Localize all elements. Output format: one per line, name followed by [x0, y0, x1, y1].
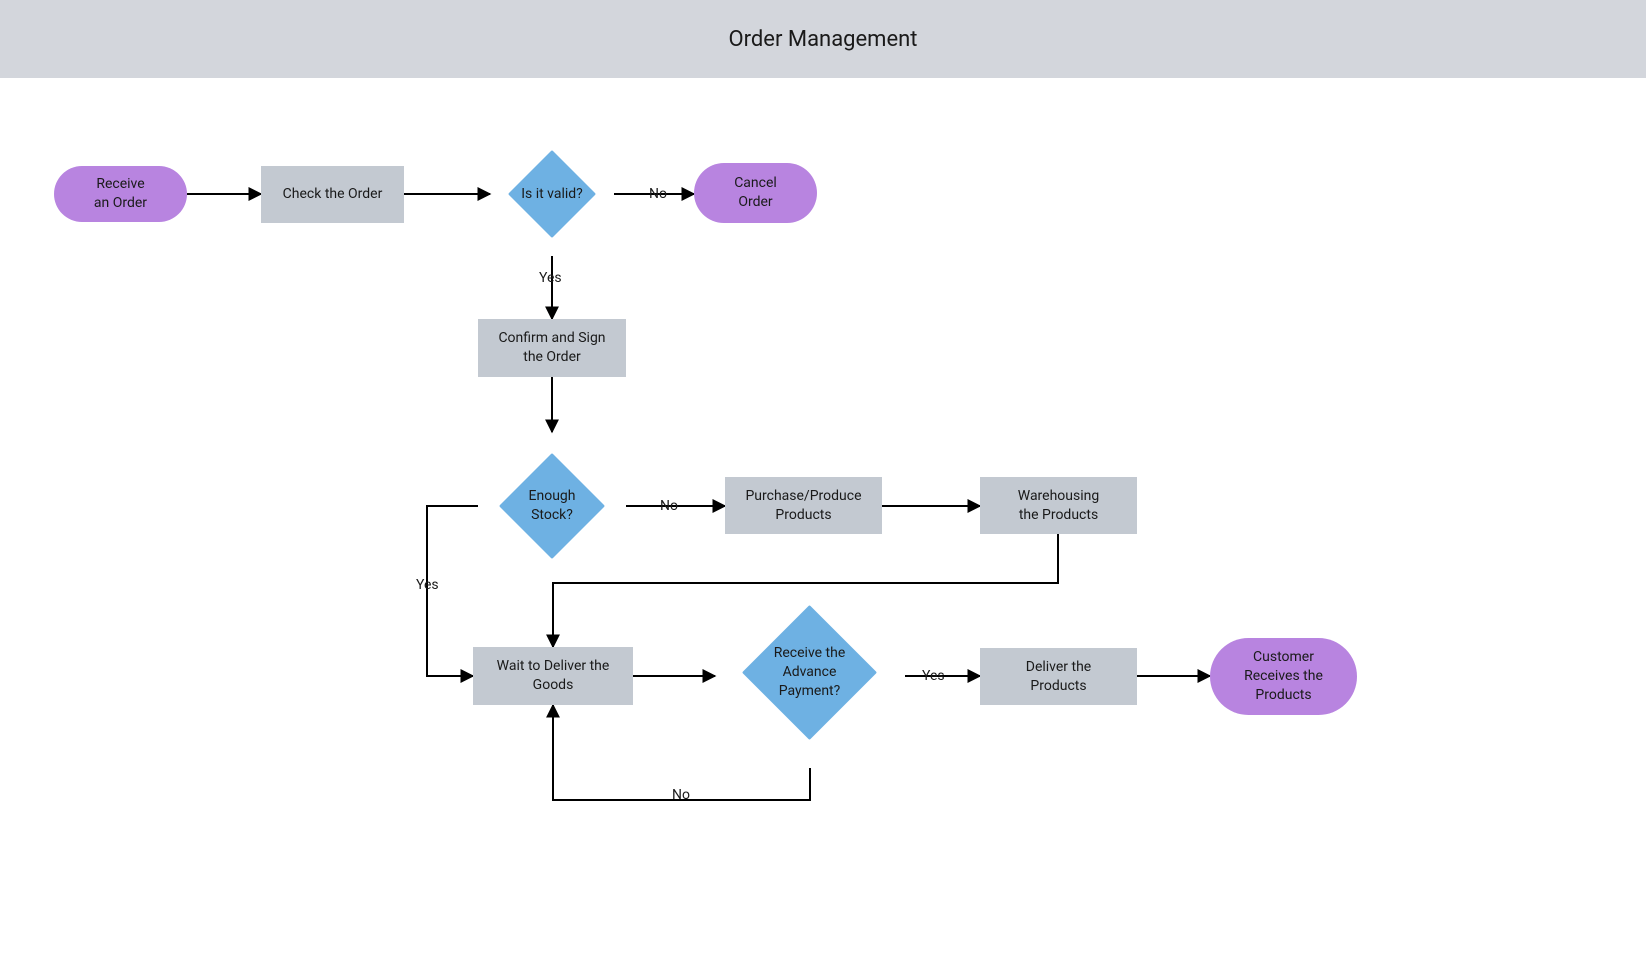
process-warehouse: Warehousingthe Products: [980, 477, 1137, 534]
node-label: Warehousingthe Products: [1018, 487, 1099, 525]
process-purchase: Purchase/ProduceProducts: [725, 477, 882, 534]
decision-payment: Receive theAdvancePayment?: [742, 605, 877, 740]
edge-label: Yes: [416, 577, 439, 593]
node-label: CustomerReceives theProducts: [1244, 648, 1323, 705]
node-label: Confirm and Signthe Order: [498, 329, 605, 367]
process-check: Check the Order: [261, 166, 404, 223]
page-title: Order Management: [729, 27, 918, 52]
node-label: Deliver theProducts: [1026, 658, 1091, 696]
node-label: Purchase/ProduceProducts: [745, 487, 861, 525]
edge-label: No: [649, 186, 667, 202]
node-label: EnoughStock?: [499, 453, 605, 559]
node-label: CancelOrder: [734, 174, 777, 212]
terminator-customer: CustomerReceives theProducts: [1210, 638, 1357, 715]
node-label: Receive theAdvancePayment?: [742, 605, 877, 740]
terminator-receive: Receivean Order: [54, 166, 187, 222]
process-wait: Wait to Deliver theGoods: [473, 647, 633, 705]
node-label: Wait to Deliver theGoods: [497, 657, 610, 695]
edge-label: No: [672, 787, 690, 803]
process-confirm: Confirm and Signthe Order: [478, 319, 626, 377]
decision-valid: Is it valid?: [508, 150, 596, 238]
process-deliver: Deliver theProducts: [980, 648, 1137, 705]
terminator-cancel: CancelOrder: [694, 163, 817, 223]
edge-label: Yes: [922, 668, 945, 684]
decision-stock: EnoughStock?: [499, 453, 605, 559]
page-header: Order Management: [0, 0, 1646, 78]
node-label: Receivean Order: [94, 175, 147, 213]
node-label: Check the Order: [283, 185, 383, 204]
flowchart-canvas: No Yes No Yes Yes No Receivean Order Check the …: [0, 78, 1646, 959]
edge-label: No: [660, 498, 678, 514]
edge-label: Yes: [539, 270, 562, 286]
node-label: Is it valid?: [508, 150, 596, 238]
